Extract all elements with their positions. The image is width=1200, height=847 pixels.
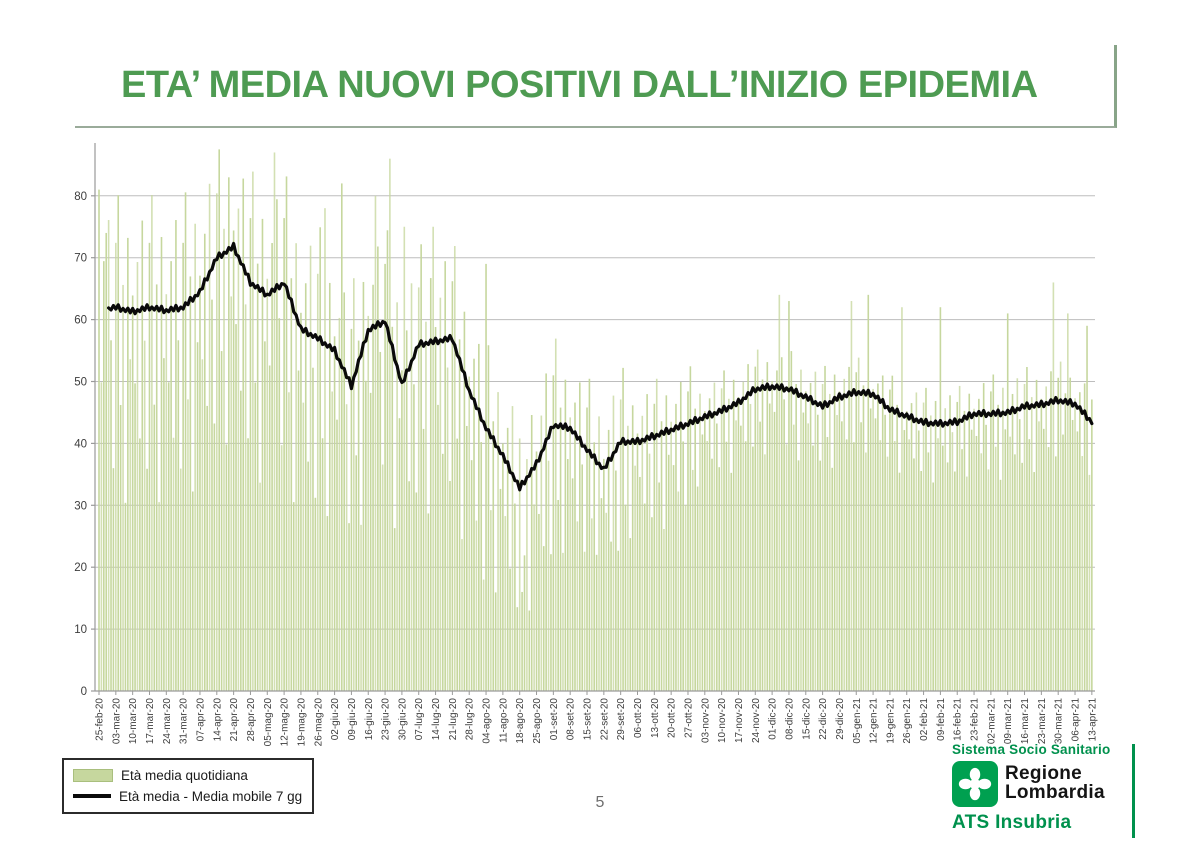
svg-text:22-dic-20: 22-dic-20 xyxy=(818,698,829,740)
svg-text:29-dic-20: 29-dic-20 xyxy=(835,698,846,740)
svg-text:19-gen-21: 19-gen-21 xyxy=(885,698,896,744)
svg-text:10: 10 xyxy=(74,624,87,636)
regione-lombardia-logo: Regione Lombardia xyxy=(952,761,1132,807)
age-chart-canvas: 0 10 20 30 40 50 60 70 80 25-feb-20 03-mar-20 10-ma… xyxy=(58,139,1110,767)
svg-text:07-apr-20: 07-apr-20 xyxy=(195,698,206,742)
legend-item-daily: Età media quotidiana xyxy=(73,768,303,783)
svg-text:40: 40 xyxy=(74,438,87,450)
daily-bars-series xyxy=(98,149,1093,692)
svg-text:21-apr-20: 21-apr-20 xyxy=(229,698,240,742)
svg-text:01-set-20: 01-set-20 xyxy=(549,698,560,741)
svg-text:50: 50 xyxy=(74,377,87,389)
svg-text:16-mar-21: 16-mar-21 xyxy=(1020,698,1031,745)
svg-text:31-mar-20: 31-mar-20 xyxy=(179,698,190,745)
svg-text:14-lug-20: 14-lug-20 xyxy=(431,698,442,741)
svg-text:70: 70 xyxy=(74,253,87,265)
legend-line-swatch xyxy=(73,794,111,799)
y-axis-labels: 0 10 20 30 40 50 60 70 80 xyxy=(74,191,95,698)
svg-text:27-ott-20: 27-ott-20 xyxy=(683,698,694,738)
svg-text:13-ott-20: 13-ott-20 xyxy=(650,698,661,738)
svg-text:0: 0 xyxy=(81,686,87,698)
svg-text:18-ago-20: 18-ago-20 xyxy=(515,698,526,744)
legend-bar-swatch xyxy=(73,769,113,783)
svg-text:24-mar-20: 24-mar-20 xyxy=(162,698,173,745)
svg-text:12-gen-21: 12-gen-21 xyxy=(869,698,880,744)
svg-text:09-feb-21: 09-feb-21 xyxy=(936,698,947,741)
sistema-socio-sanitario-label: Sistema Socio Sanitario xyxy=(952,742,1111,757)
axes xyxy=(94,143,1095,692)
svg-text:17-nov-20: 17-nov-20 xyxy=(734,698,745,743)
svg-text:25-feb-20: 25-feb-20 xyxy=(95,698,106,741)
moving-average-line xyxy=(107,241,1094,492)
rosa-camuna-icon xyxy=(952,761,998,807)
svg-text:20-ott-20: 20-ott-20 xyxy=(667,698,678,738)
x-axis-labels: 25-feb-20 03-mar-20 10-mar-20 17-mar-20 24-m… xyxy=(95,691,1098,747)
footer-divider-line xyxy=(1132,744,1135,838)
ats-insubria-label: ATS Insubria xyxy=(952,812,1072,833)
svg-text:60: 60 xyxy=(74,315,87,327)
svg-text:28-lug-20: 28-lug-20 xyxy=(465,698,476,741)
regione-lombardia-wordmark: Regione Lombardia xyxy=(1005,763,1105,803)
svg-text:05-gen-21: 05-gen-21 xyxy=(852,698,863,744)
svg-text:14-apr-20: 14-apr-20 xyxy=(212,698,223,742)
legend-label-moving-average: Età media - Media mobile 7 gg xyxy=(119,788,303,804)
svg-text:30: 30 xyxy=(74,500,87,512)
svg-text:11-ago-20: 11-ago-20 xyxy=(498,698,509,743)
footer-brand-block: Sistema Socio Sanitario Regione Lombardi… xyxy=(952,742,1132,834)
svg-text:16-giu-20: 16-giu-20 xyxy=(364,698,375,741)
svg-text:30-mar-21: 30-mar-21 xyxy=(1054,698,1065,745)
lombardia-label: Lombardia xyxy=(1005,782,1105,803)
svg-text:19-mag-20: 19-mag-20 xyxy=(296,698,307,747)
title-box: ETA’ MEDIA NUOVI POSITIVI DALL’INIZIO EP… xyxy=(75,45,1117,128)
svg-text:22-set-20: 22-set-20 xyxy=(599,698,610,741)
svg-text:04-ago-20: 04-ago-20 xyxy=(482,698,493,744)
svg-text:25-ago-20: 25-ago-20 xyxy=(532,698,543,744)
regione-label: Regione xyxy=(1005,763,1083,785)
svg-text:12-mag-20: 12-mag-20 xyxy=(280,698,291,747)
svg-text:13-apr-21: 13-apr-21 xyxy=(1087,698,1098,742)
svg-text:15-dic-20: 15-dic-20 xyxy=(801,698,812,740)
legend-item-moving-average: Età media - Media mobile 7 gg xyxy=(73,789,303,804)
svg-text:26-gen-21: 26-gen-21 xyxy=(902,698,913,744)
rosa-camuna-glyph xyxy=(958,767,992,801)
svg-text:08-set-20: 08-set-20 xyxy=(566,698,577,741)
page-title: ETA’ MEDIA NUOVI POSITIVI DALL’INIZIO EP… xyxy=(121,64,1038,106)
svg-text:07-lug-20: 07-lug-20 xyxy=(414,698,425,741)
svg-text:06-ott-20: 06-ott-20 xyxy=(633,698,644,738)
age-chart-svg: 0 10 20 30 40 50 60 70 80 25-feb-20 03-mar-20 10-ma… xyxy=(74,143,1098,747)
svg-text:02-mar-21: 02-mar-21 xyxy=(986,698,997,745)
svg-text:23-mar-21: 23-mar-21 xyxy=(1037,698,1048,745)
chart-legend: Età media quotidiana Età media - Media m… xyxy=(62,758,314,814)
svg-text:24-nov-20: 24-nov-20 xyxy=(751,698,762,743)
svg-text:30-giu-20: 30-giu-20 xyxy=(397,698,408,741)
svg-text:20: 20 xyxy=(74,562,87,574)
svg-text:01-dic-20: 01-dic-20 xyxy=(768,698,779,740)
svg-text:10-mar-20: 10-mar-20 xyxy=(128,698,139,745)
svg-text:23-feb-21: 23-feb-21 xyxy=(970,698,981,741)
svg-text:16-feb-21: 16-feb-21 xyxy=(953,698,964,741)
svg-text:21-lug-20: 21-lug-20 xyxy=(448,698,459,741)
svg-text:10-nov-20: 10-nov-20 xyxy=(717,698,728,743)
svg-text:05-mag-20: 05-mag-20 xyxy=(263,698,274,747)
svg-text:03-mar-20: 03-mar-20 xyxy=(111,698,122,745)
svg-text:03-nov-20: 03-nov-20 xyxy=(700,698,711,743)
svg-text:17-mar-20: 17-mar-20 xyxy=(145,698,156,745)
svg-text:06-apr-21: 06-apr-21 xyxy=(1071,698,1082,742)
svg-text:29-set-20: 29-set-20 xyxy=(616,698,627,741)
page-number: 5 xyxy=(595,794,605,811)
svg-text:15-set-20: 15-set-20 xyxy=(583,698,594,741)
svg-text:08-dic-20: 08-dic-20 xyxy=(784,698,795,740)
svg-text:26-mag-20: 26-mag-20 xyxy=(313,698,324,747)
svg-text:09-giu-20: 09-giu-20 xyxy=(347,698,358,741)
legend-label-daily: Età media quotidiana xyxy=(121,768,248,784)
svg-text:80: 80 xyxy=(74,191,87,203)
svg-text:28-apr-20: 28-apr-20 xyxy=(246,698,257,742)
svg-text:02-feb-21: 02-feb-21 xyxy=(919,698,930,741)
svg-text:02-giu-20: 02-giu-20 xyxy=(330,698,341,741)
svg-text:23-giu-20: 23-giu-20 xyxy=(381,698,392,741)
svg-text:09-mar-21: 09-mar-21 xyxy=(1003,698,1014,745)
